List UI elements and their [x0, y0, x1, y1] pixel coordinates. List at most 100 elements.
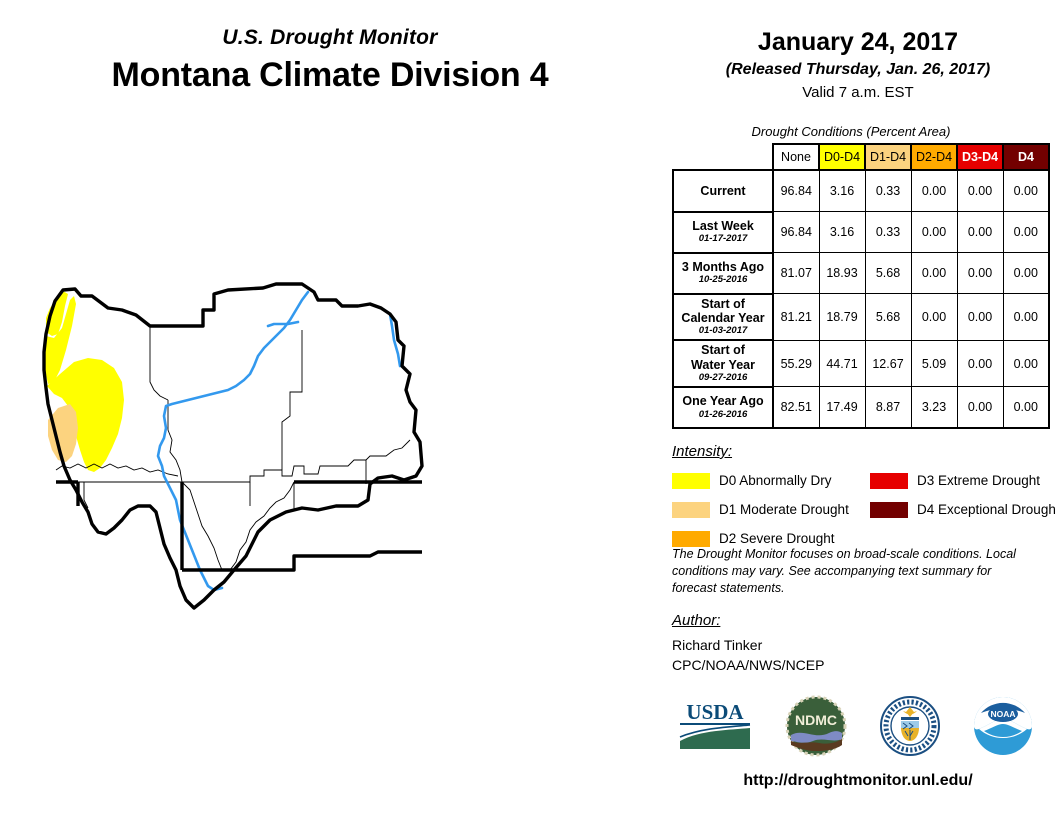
disclaimer-text: The Drought Monitor focuses on broad-sca…: [672, 547, 1016, 595]
table-row-label: Start of Calendar Year 01-03-2017: [672, 292, 774, 342]
table-row: Current 96.84 3.16 0.33 0.00 0.00 0.00: [672, 169, 1050, 213]
table-header-row: None D0-D4 D1-D4 D2-D4 D3-D4 D4: [673, 143, 1050, 171]
table-cell: 0.00: [956, 169, 1004, 212]
valid-time: Valid 7 a.m. EST: [802, 84, 914, 101]
table-cell: 0.00: [910, 211, 958, 253]
page-title: Montana Climate Division 4: [111, 56, 549, 94]
usda-logo: USDA: [676, 697, 754, 760]
table-row-date: 10-25-2016: [698, 274, 748, 286]
table-cell: 0.00: [956, 339, 1004, 388]
table-body: Current 96.84 3.16 0.33 0.00 0.00 0.00 Last Wee…: [672, 169, 1050, 430]
release-date: (Released Thursday, Jan. 26, 2017): [725, 61, 991, 78]
table-cell: 0.33: [864, 169, 912, 212]
svg-text:NDMC: NDMC: [795, 712, 837, 728]
table-column-header-d2-d4: D2-D4: [910, 143, 958, 171]
table-row: Start of Water Year 09-27-2016 55.29 44.71 12…: [672, 339, 1050, 388]
legend-label-d0: D0 Abnormally Dry: [719, 473, 832, 488]
legend-item-d4: D4 Exceptional Drought: [870, 497, 1056, 522]
table-column-header-d3-d4: D3-D4: [956, 143, 1004, 171]
table-cell: 0.00: [956, 211, 1004, 253]
legend-label-d2: D2 Severe Drought: [719, 531, 835, 546]
table-cell: 0.00: [1002, 211, 1050, 253]
table-cell: 0.00: [1002, 293, 1050, 341]
table-cell: 18.79: [818, 293, 866, 341]
legend-label-d1: D1 Moderate Drought: [719, 502, 849, 517]
table-row: None D0-D4 D1-D4 D2-D4 D3-D4 D4: [673, 143, 1050, 171]
table-row-date: 01-26-2016: [698, 408, 748, 420]
table-cell: 0.00: [910, 169, 958, 212]
table-cell: 3.16: [818, 211, 866, 253]
table-caption: Drought Conditions (Percent Area): [751, 124, 951, 139]
table-row-date: 01-03-2017: [698, 325, 748, 337]
website-url[interactable]: http://droughtmonitor.unl.edu/: [743, 772, 973, 789]
legend-label-d3: D3 Extreme Drought: [917, 473, 1041, 488]
table-cell: 0.00: [1002, 339, 1050, 388]
division-outline: [42, 282, 424, 610]
table-cell: 81.21: [772, 293, 820, 341]
intensity-heading: Intensity:: [672, 443, 733, 460]
table-column-header-d4: D4: [1002, 143, 1050, 171]
legend-swatch-d0: [672, 472, 710, 489]
drought-map[interactable]: [18, 270, 658, 650]
table-cell: 5.09: [910, 339, 958, 388]
table-column-header-d0-d4: D0-D4: [818, 143, 866, 171]
table-cell: 3.16: [818, 169, 866, 212]
table-row: One Year Ago 01-26-2016 82.51 17.49 8.87 3.23…: [672, 385, 1050, 430]
valid-date: January 24, 2017: [757, 28, 959, 56]
table-cell: 0.00: [956, 293, 1004, 341]
table-cell: 3.23: [910, 386, 958, 430]
author-block: Richard Tinker CPC/NOAA/NWS/NCEP: [672, 636, 824, 676]
table-cell: 0.33: [864, 211, 912, 253]
svg-text:NOAA: NOAA: [991, 709, 1016, 719]
legend-column-right: D3 Extreme Drought D4 Exceptional Drought: [870, 468, 1056, 526]
table-column-header-none: None: [772, 143, 820, 171]
map-svg[interactable]: [18, 270, 658, 650]
table-row-date: 01-17-2017: [698, 233, 748, 245]
division-landmass: [44, 284, 422, 608]
legend-label-d4: D4 Exceptional Drought: [917, 502, 1056, 517]
drought-conditions-table: None D0-D4 D1-D4 D2-D4 D3-D4 D4 Current 96.84 3…: [672, 143, 1050, 430]
title-block: U.S. Drought Monitor Montana Climate Div…: [0, 26, 660, 95]
logo-row: USDA NDMC: [660, 692, 1050, 764]
table-cell: 17.49: [818, 386, 866, 430]
ndmc-logo: NDMC: [785, 695, 847, 762]
table-cell: 0.00: [910, 293, 958, 341]
legend-swatch-d1: [672, 501, 710, 518]
legend-swatch-d3: [870, 472, 908, 489]
table-row-label: 3 Months Ago 10-25-2016: [672, 251, 774, 295]
table-cell: 5.68: [864, 293, 912, 341]
d0-region-mid: [44, 296, 76, 384]
table-row: 3 Months Ago 10-25-2016 81.07 18.93 5.68 0.00…: [672, 251, 1050, 295]
table-row-label: One Year Ago 01-26-2016: [672, 385, 774, 430]
internal-thick-boundaries: [56, 480, 422, 572]
author-name: Richard Tinker: [672, 637, 763, 653]
d0-region-main: [47, 358, 124, 472]
commerce-seal: [879, 695, 941, 762]
table-cell: 5.68: [864, 252, 912, 294]
table-cell: 55.29: [772, 339, 820, 388]
legend-item-d0: D0 Abnormally Dry: [672, 468, 849, 493]
table-cell: 81.07: [772, 252, 820, 294]
author-affiliation: CPC/NOAA/NWS/NCEP: [672, 656, 825, 673]
table-row-date: 09-27-2016: [698, 371, 748, 383]
table-row: Last Week 01-17-2017 96.84 3.16 0.33 0.00 0.00…: [672, 210, 1050, 254]
program-title: U.S. Drought Monitor: [222, 26, 438, 49]
d1-region: [48, 404, 78, 462]
table-cell: 44.71: [818, 339, 866, 388]
legend-swatch-d2: [672, 530, 710, 547]
table-cell: 0.00: [956, 252, 1004, 294]
table-cell: 0.00: [1002, 252, 1050, 294]
d0-region-north: [46, 291, 68, 336]
table-cell: 96.84: [772, 169, 820, 212]
table-cell: 96.84: [772, 211, 820, 253]
table-row-label: Current: [672, 169, 774, 213]
table-cell: 82.51: [772, 386, 820, 430]
legend-item-d1: D1 Moderate Drought: [672, 497, 849, 522]
table-cell: 0.00: [910, 252, 958, 294]
svg-text:USDA: USDA: [686, 700, 744, 724]
table-cell: 8.87: [864, 386, 912, 430]
table-cell: 0.00: [1002, 169, 1050, 212]
table-cell: 12.67: [864, 339, 912, 388]
table-row: Start of Calendar Year 01-03-2017 81.21 18.7…: [672, 292, 1050, 342]
date-block: January 24, 2017 (Released Thursday, Jan…: [660, 28, 1056, 101]
